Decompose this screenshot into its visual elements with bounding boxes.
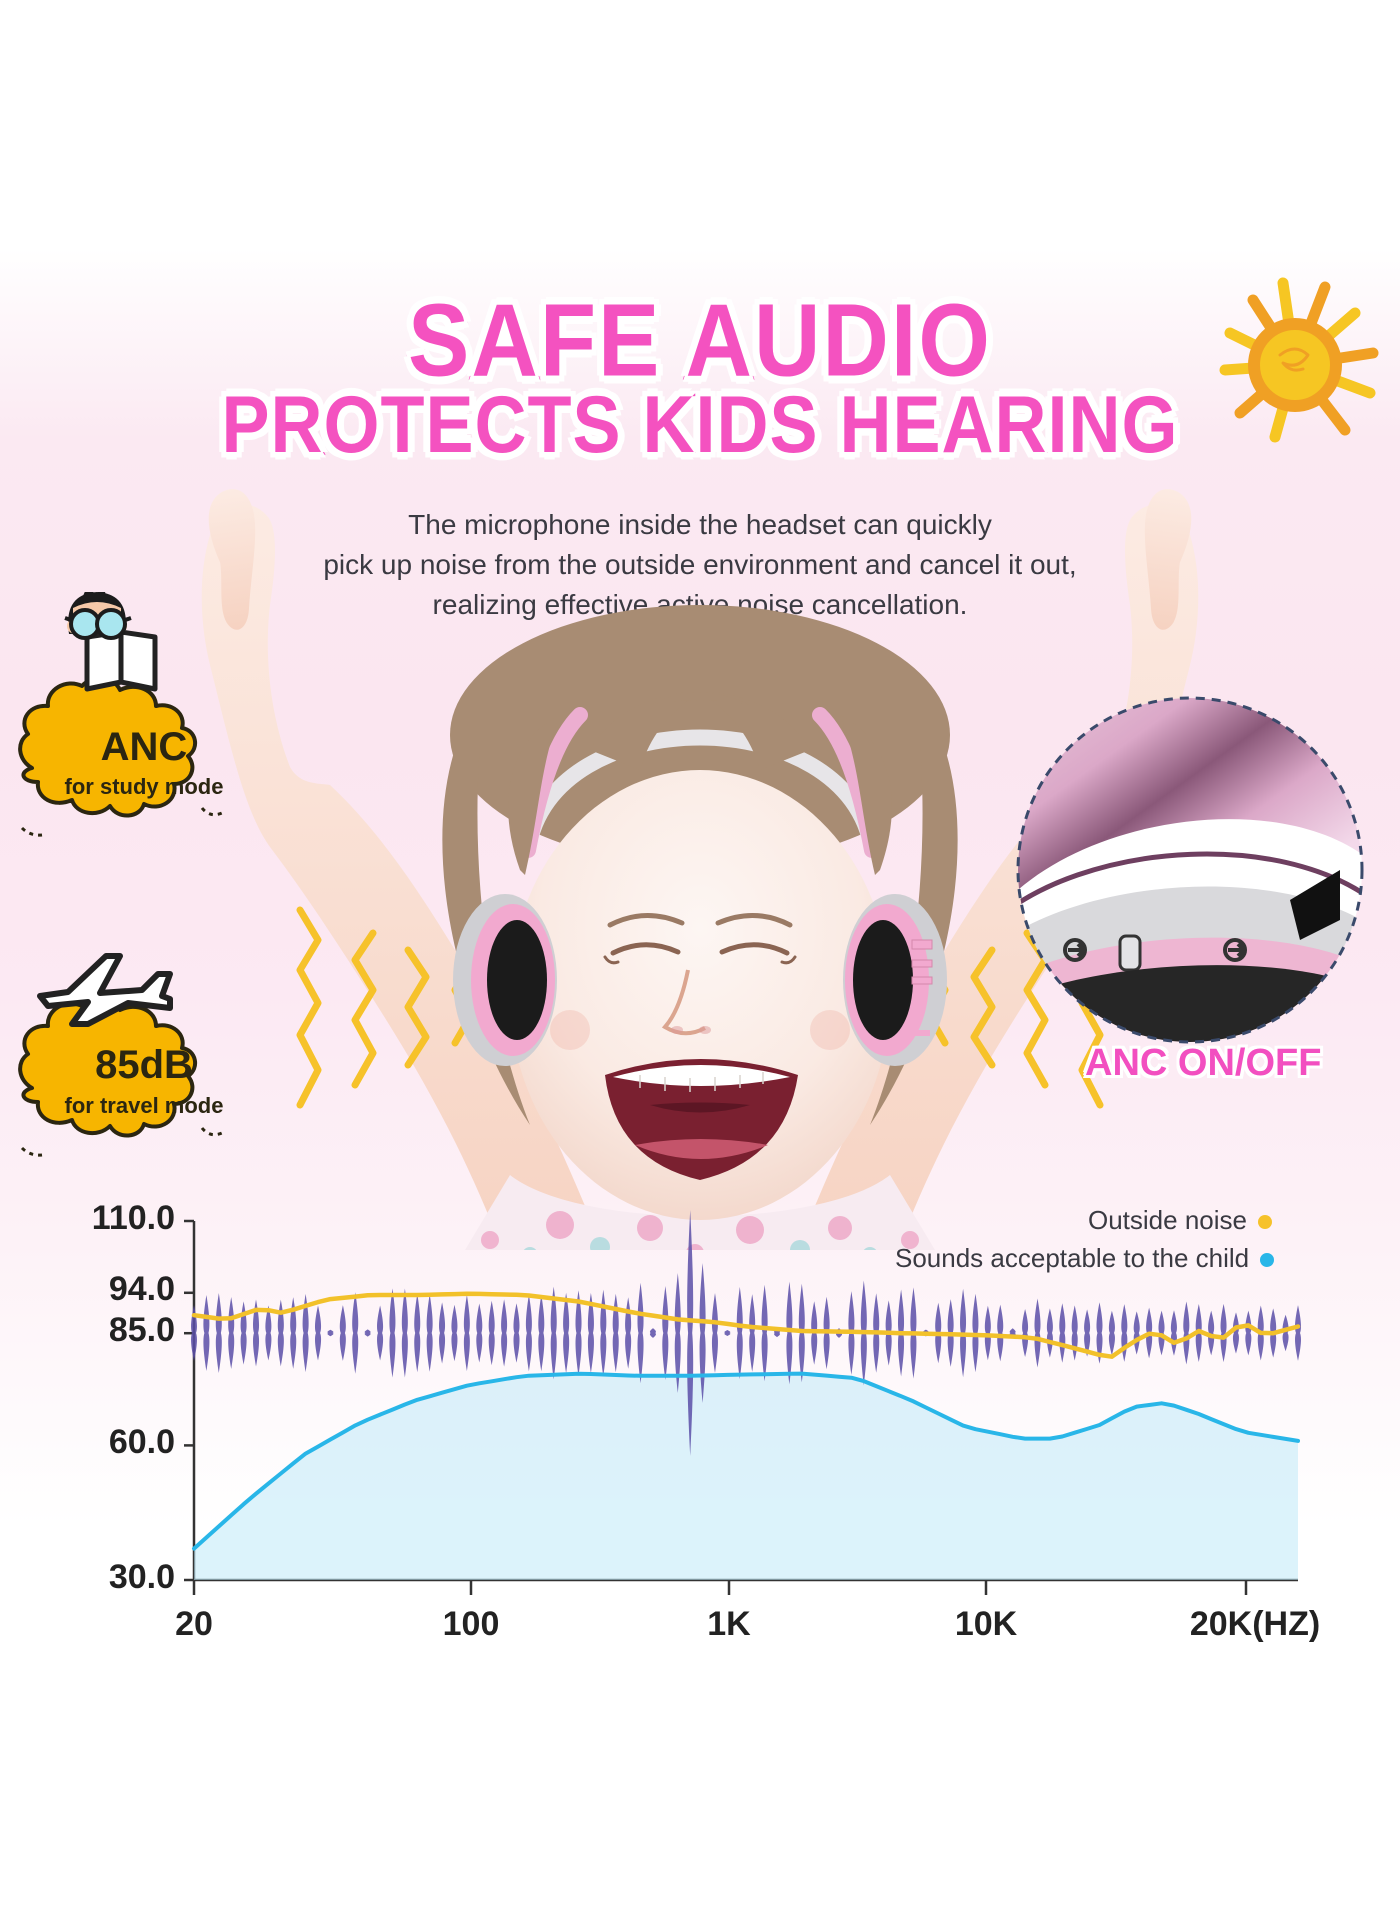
- svg-text:100: 100: [443, 1605, 500, 1643]
- svg-text:10K: 10K: [955, 1605, 1018, 1643]
- svg-text:85.0: 85.0: [109, 1311, 175, 1349]
- svg-text:60.0: 60.0: [109, 1423, 175, 1461]
- svg-text:110.0: 110.0: [92, 1199, 175, 1237]
- svg-text:94.0: 94.0: [109, 1270, 175, 1308]
- svg-text:1K: 1K: [707, 1605, 751, 1643]
- svg-text:20K(HZ): 20K(HZ): [1190, 1605, 1320, 1643]
- svg-text:20: 20: [175, 1605, 213, 1643]
- svg-text:30.0: 30.0: [109, 1558, 175, 1596]
